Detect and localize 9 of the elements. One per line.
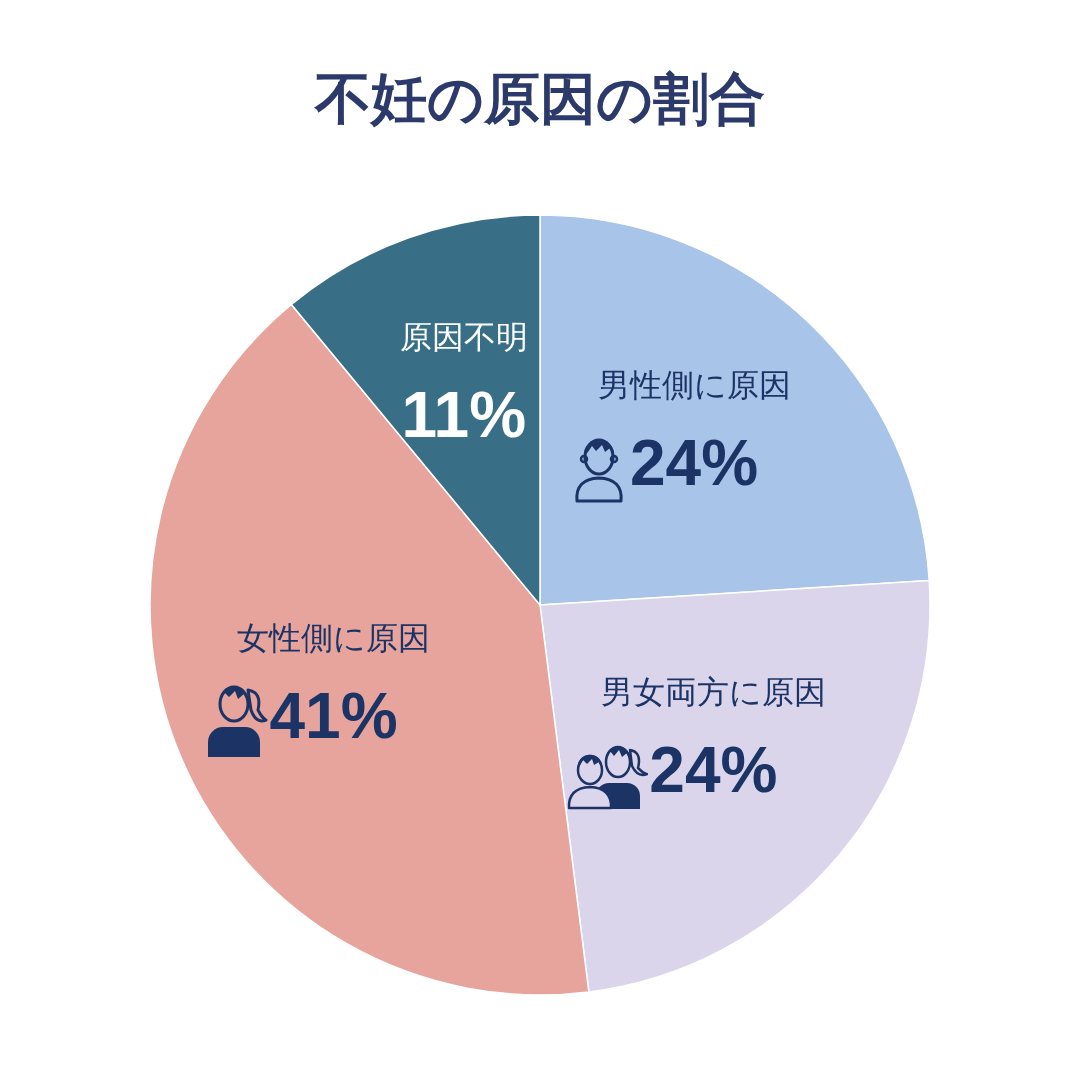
chart-title: 不妊の原因の割合 bbox=[313, 66, 765, 131]
data-label: 24% bbox=[649, 734, 778, 807]
data-label: 11% bbox=[401, 379, 527, 452]
slice-label: 原因不明 bbox=[399, 318, 528, 357]
data-label: 24% bbox=[629, 426, 759, 499]
slice-label: 男性側に原因 bbox=[597, 365, 791, 404]
slice-label: 男女両方に原因 bbox=[600, 673, 826, 712]
slice-label: 女性側に原因 bbox=[237, 619, 431, 658]
data-label: 41% bbox=[269, 680, 398, 753]
